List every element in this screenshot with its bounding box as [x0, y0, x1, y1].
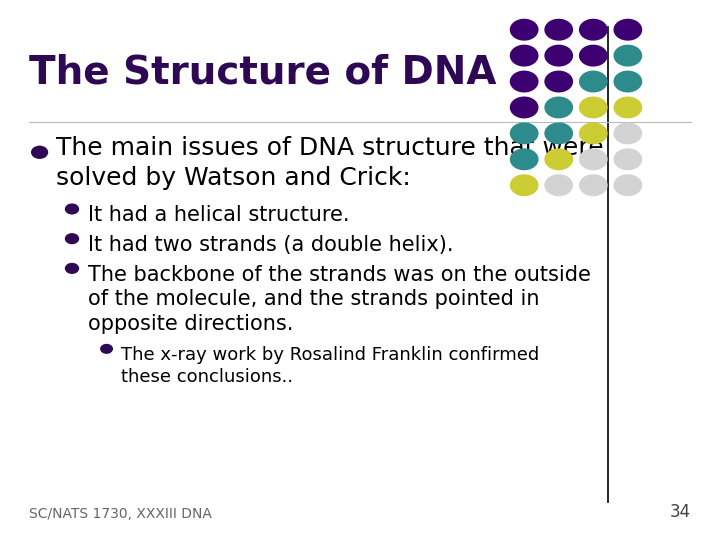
Text: It had two strands (a double helix).: It had two strands (a double helix).: [88, 235, 454, 255]
Text: SC/NATS 1730, XXXIII DNA: SC/NATS 1730, XXXIII DNA: [29, 507, 212, 521]
Text: The main issues of DNA structure that were
solved by Watson and Crick:: The main issues of DNA structure that we…: [56, 136, 604, 190]
Text: The Structure of DNA: The Structure of DNA: [29, 54, 496, 92]
Text: The backbone of the strands was on the outside
of the molecule, and the strands : The backbone of the strands was on the o…: [88, 265, 590, 334]
Text: It had a helical structure.: It had a helical structure.: [88, 205, 349, 225]
Text: 34: 34: [670, 503, 691, 521]
Text: The x-ray work by Rosalind Franklin confirmed
these conclusions..: The x-ray work by Rosalind Franklin conf…: [121, 346, 539, 386]
